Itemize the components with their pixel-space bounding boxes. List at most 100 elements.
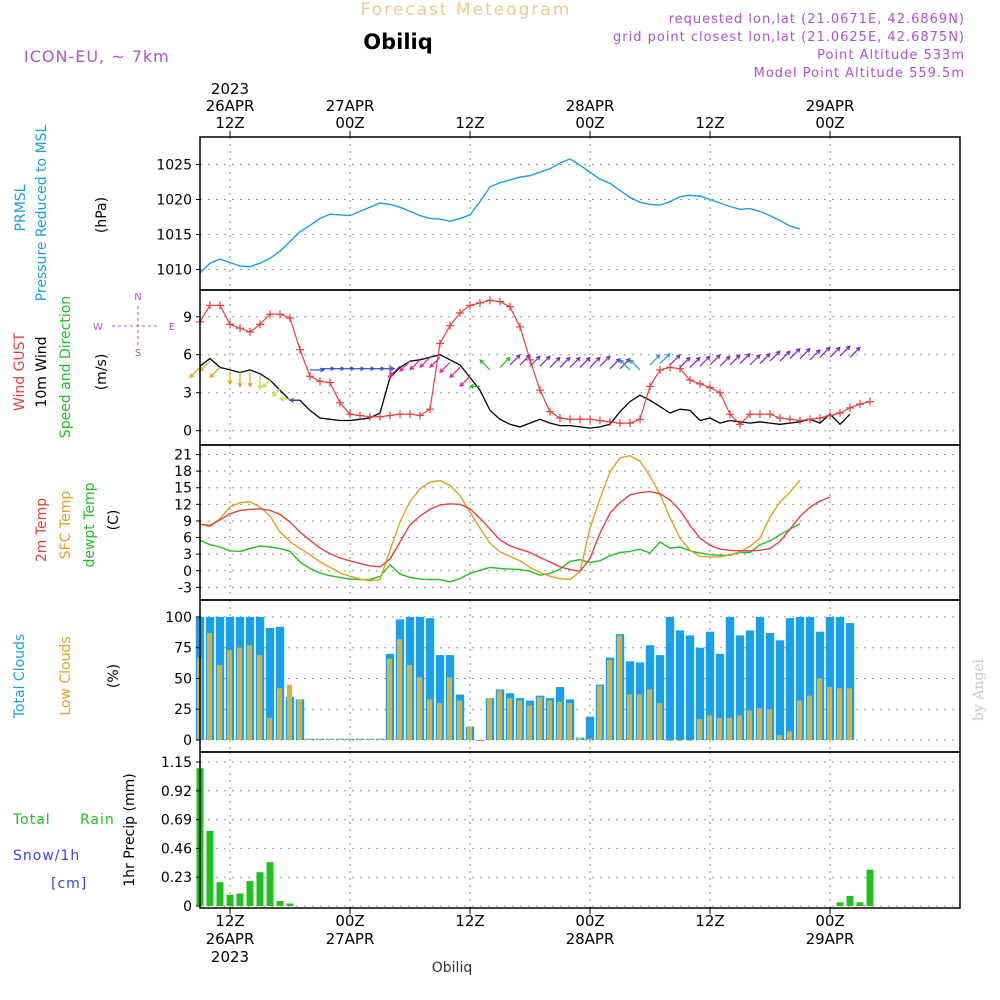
y-tick-label: 0 [183,733,192,749]
temp-2m-line [199,490,831,573]
low-cloud-bar [697,719,702,740]
wind-arrowhead [257,385,263,391]
wind-arrow [409,359,421,371]
wind-arrowhead [389,371,395,377]
wind-10m-label: 10m Wind [34,336,50,407]
temp-dewpt-label: dewpt Temp [82,482,98,567]
wind-arrowhead [288,397,294,403]
total-cloud-bar [845,623,855,740]
wind-arrowhead [468,383,474,389]
dewpt-line [199,523,801,583]
low-cloud-bar [797,700,802,740]
wind-arrow [519,354,531,366]
credit: by Angel [971,658,987,721]
low-cloud-bar [567,703,572,740]
requested-coords: requested lon,lat (21.0671E, 42.6869N) [669,12,965,27]
wind-arrowhead [575,356,581,362]
wind-arrow [549,357,561,368]
chart-title: Forecast Meteogram [361,0,572,20]
total-cloud-bar [795,616,805,740]
point-altitude: Point Altitude 533m [817,48,965,63]
wind-arrowhead [615,357,621,363]
low-cloud-bar [787,731,792,740]
low-cloud-bar [447,677,452,740]
rain-unit: 1hr Precip (mm) [122,773,138,886]
wind-arrow [669,354,681,366]
low-cloud-bar [407,664,412,740]
wind-arrowhead [585,356,591,362]
wind-arrowhead [619,359,625,365]
wind-arrow [389,365,401,377]
frame-layer [199,136,961,909]
low-cloud-bar [557,701,562,740]
low-cloud-bar [247,645,252,740]
wind-arrow [679,357,691,368]
wind-arrowhead [655,354,661,360]
total-cloud-bar [695,647,705,740]
wind-arrow [399,360,411,372]
total-cloud-bar [685,635,695,740]
low-cloud-bar [417,677,422,740]
wind-arrow [619,358,631,370]
pressure-unit: (hPa) [94,197,110,233]
low-cloud-bar [657,703,662,740]
low-cloud-bar [837,688,842,740]
low-cloud-bar [577,737,582,740]
compass-n: N [134,292,141,303]
rain-bar [206,830,214,906]
wind-arrowhead [515,354,521,360]
clouds-total-label: Total Clouds [12,634,28,719]
low-cloud-bar [707,715,712,740]
low-cloud-bar [227,650,232,740]
wind-arrow [449,366,461,378]
wind-arrow [419,356,431,368]
low-cloud-bar [807,695,812,740]
wind-arrowhead [835,346,841,352]
wind-arrow [619,359,631,371]
y-tick-label: 75 [174,641,192,657]
compass-e: E [169,322,175,333]
wind-arrowhead [479,359,485,365]
top-time-label: 00Z [335,114,364,132]
wind-arrowhead [237,382,243,388]
total-cloud-bar [755,616,765,740]
wind-arrow [589,357,601,368]
rain-bar [846,895,854,906]
low-cloud-bar [647,689,652,740]
wind-arrow [459,375,471,387]
top-time-label: 00Z [575,114,604,132]
wind-arrowhead [705,355,711,361]
bottom-time-label: 00Z [335,912,364,930]
wind-arrow [509,354,521,366]
wind-arrow [429,356,441,368]
wind-arrow [599,355,611,367]
sfc-temp-line [199,454,801,582]
low-cloud-bar [477,740,482,741]
total-cloud-bar [675,630,685,740]
footer-location: Obiliq [432,960,472,976]
wind-arrow [819,347,831,358]
wind-arrowhead [262,383,268,388]
wind-arrowhead [765,352,771,358]
wind-arrow [709,354,721,366]
rain-total-label: Total [12,812,51,828]
compass-w: W [93,322,103,333]
wind-arrowhead [815,349,821,355]
wind-arrowhead [189,373,195,379]
wind-arrowhead [675,354,681,360]
low-cloud-bar [817,678,822,740]
panel-frame [199,444,961,601]
pressure-label-2: Pressure Reduced to MSL [34,124,50,301]
wind-arrow [749,354,761,366]
axes-layer: 10101015102010250369-3036912151821025507… [93,80,854,966]
low-cloud-bar [267,717,272,740]
y-tick-label: 50 [174,671,192,687]
wind-arrowhead [665,352,671,358]
rain-bar [276,900,284,906]
wind-arrowhead [629,359,635,365]
total-cloud-bar [735,635,745,740]
low-cloud-bar [527,705,532,740]
y-tick-label: 9 [183,310,192,326]
grid-layer [200,137,960,908]
wind-arrow [559,357,571,368]
